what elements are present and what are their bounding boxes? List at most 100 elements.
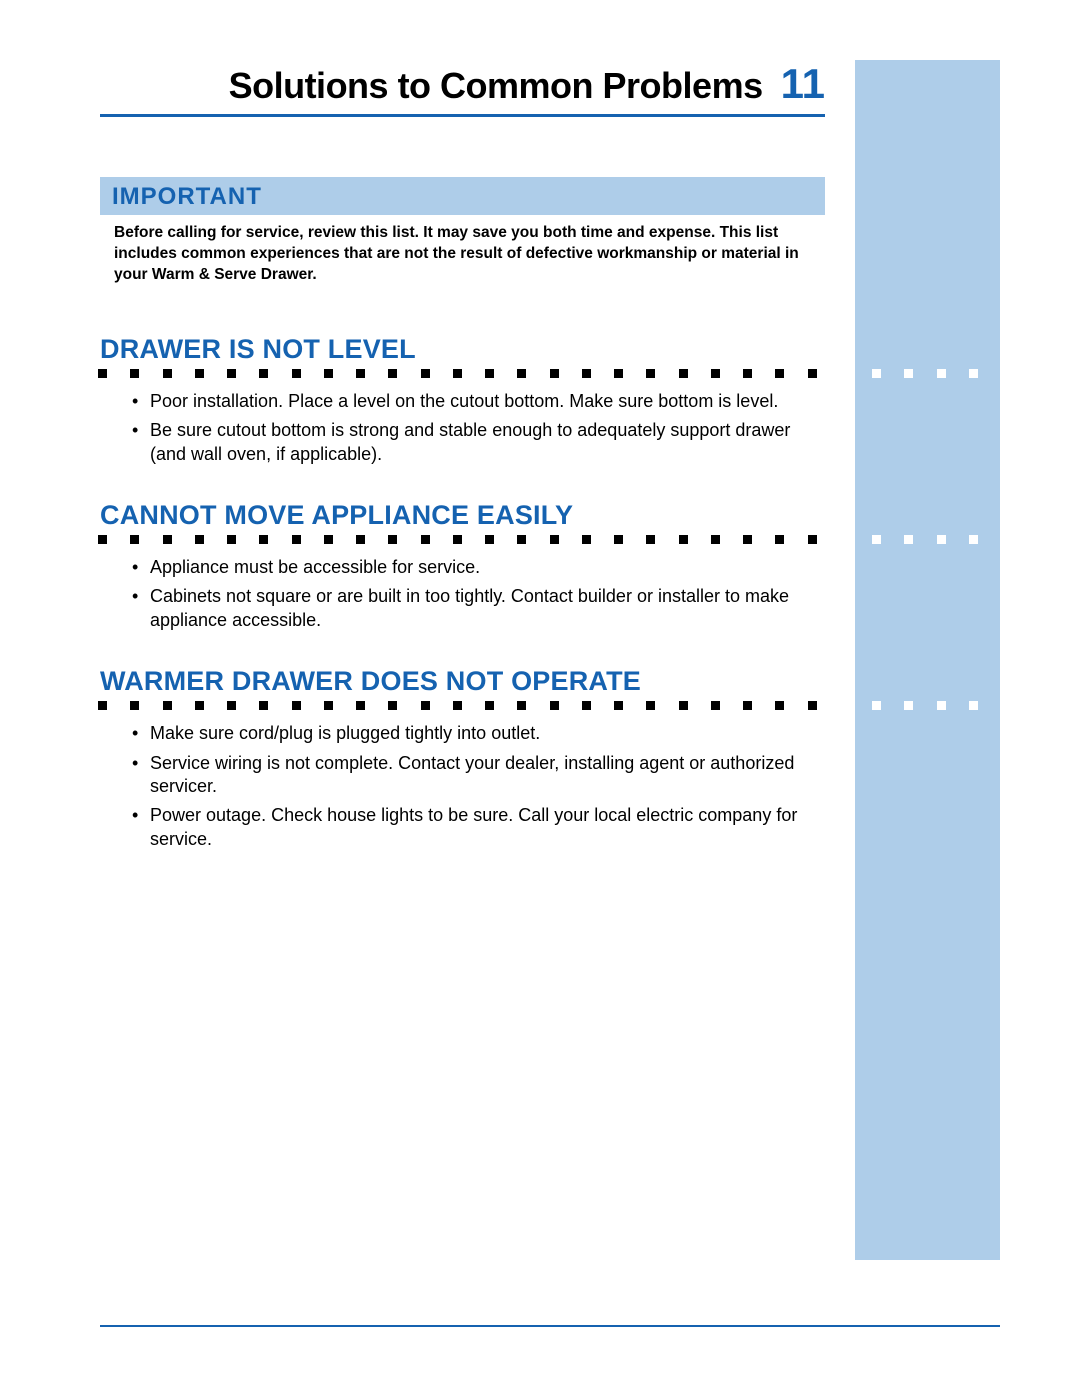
dot-dark bbox=[227, 535, 236, 544]
list-item: Cabinets not square or are built in too … bbox=[150, 585, 815, 632]
dot-dark bbox=[743, 535, 752, 544]
dot-dark bbox=[259, 701, 268, 710]
dot-dark bbox=[130, 701, 139, 710]
dot-dark bbox=[775, 701, 784, 710]
dot-dark bbox=[98, 701, 107, 710]
dot-dark bbox=[163, 369, 172, 378]
dot-dark bbox=[292, 369, 301, 378]
dot-dark bbox=[130, 535, 139, 544]
dot-dark bbox=[356, 701, 365, 710]
section-title: CANNOT MOVE APPLIANCE EASILY bbox=[100, 500, 825, 531]
list-item: Appliance must be accessible for service… bbox=[150, 556, 815, 579]
dot-light bbox=[840, 701, 849, 710]
page-number: 11 bbox=[781, 60, 825, 108]
solution-list: Make sure cord/plug is plugged tightly i… bbox=[100, 722, 825, 851]
dot-dark bbox=[582, 701, 591, 710]
dot-light bbox=[840, 535, 849, 544]
dot-dark bbox=[614, 535, 623, 544]
dot-dark bbox=[453, 701, 462, 710]
dot-dark bbox=[517, 369, 526, 378]
dot-light bbox=[872, 369, 881, 378]
dot-dark bbox=[485, 369, 494, 378]
dot-dark bbox=[388, 369, 397, 378]
list-item: Poor installation. Place a level on the … bbox=[150, 390, 815, 413]
dot-dark bbox=[453, 535, 462, 544]
side-column bbox=[855, 0, 1080, 1397]
dot-dark bbox=[711, 701, 720, 710]
dot-dark bbox=[421, 535, 430, 544]
dot-dark bbox=[517, 701, 526, 710]
dot-dark bbox=[646, 535, 655, 544]
dot-dark bbox=[550, 535, 559, 544]
dot-light bbox=[904, 701, 913, 710]
page: Solutions to Common Problems 11 IMPORTAN… bbox=[0, 0, 1080, 1397]
section-title: WARMER DRAWER DOES NOT OPERATE bbox=[100, 666, 825, 697]
dot-dark bbox=[517, 535, 526, 544]
dot-light bbox=[937, 369, 946, 378]
dot-dark bbox=[711, 369, 720, 378]
page-title: Solutions to Common Problems bbox=[229, 65, 763, 107]
header-row: Solutions to Common Problems 11 bbox=[100, 60, 825, 117]
dot-dark bbox=[485, 535, 494, 544]
list-item: Service wiring is not complete. Contact … bbox=[150, 752, 815, 799]
dot-dark bbox=[98, 535, 107, 544]
dot-light bbox=[969, 535, 978, 544]
dot-dark bbox=[324, 369, 333, 378]
solution-list: Poor installation. Place a level on the … bbox=[100, 390, 825, 466]
dot-dark bbox=[292, 701, 301, 710]
dot-light bbox=[904, 369, 913, 378]
bottom-rule bbox=[100, 1325, 1000, 1327]
dot-light bbox=[937, 535, 946, 544]
dot-light bbox=[872, 535, 881, 544]
important-label: IMPORTANT bbox=[100, 177, 825, 215]
dot-dark bbox=[356, 535, 365, 544]
dot-dark bbox=[582, 369, 591, 378]
main-column: Solutions to Common Problems 11 IMPORTAN… bbox=[0, 0, 855, 1397]
dot-dark bbox=[808, 369, 817, 378]
dot-light bbox=[969, 369, 978, 378]
dot-dark bbox=[808, 535, 817, 544]
dot-dark bbox=[679, 701, 688, 710]
dot-dark bbox=[775, 369, 784, 378]
dot-row bbox=[98, 701, 978, 710]
dot-dark bbox=[421, 369, 430, 378]
dot-dark bbox=[614, 369, 623, 378]
dot-dark bbox=[679, 535, 688, 544]
list-item: Make sure cord/plug is plugged tightly i… bbox=[150, 722, 815, 745]
dot-dark bbox=[679, 369, 688, 378]
dot-dark bbox=[356, 369, 365, 378]
dot-dark bbox=[324, 701, 333, 710]
list-item: Be sure cutout bottom is strong and stab… bbox=[150, 419, 815, 466]
section: WARMER DRAWER DOES NOT OPERATE Make sure … bbox=[100, 666, 825, 851]
section: DRAWER IS NOT LEVEL Poor installation. Pl… bbox=[100, 334, 825, 466]
side-band bbox=[855, 60, 1000, 1260]
dot-dark bbox=[453, 369, 462, 378]
section-title: DRAWER IS NOT LEVEL bbox=[100, 334, 825, 365]
dot-dark bbox=[743, 369, 752, 378]
dot-light bbox=[904, 535, 913, 544]
list-item: Power outage. Check house lights to be s… bbox=[150, 804, 815, 851]
dot-dark bbox=[550, 369, 559, 378]
dot-dark bbox=[163, 535, 172, 544]
dot-dark bbox=[163, 701, 172, 710]
dot-dark bbox=[195, 535, 204, 544]
dot-dark bbox=[227, 369, 236, 378]
sections-container: DRAWER IS NOT LEVEL Poor installation. Pl… bbox=[100, 334, 825, 851]
dot-light bbox=[969, 701, 978, 710]
section: CANNOT MOVE APPLIANCE EASILY Appliance mu… bbox=[100, 500, 825, 632]
dot-dark bbox=[614, 701, 623, 710]
solution-list: Appliance must be accessible for service… bbox=[100, 556, 825, 632]
dot-dark bbox=[259, 369, 268, 378]
dot-dark bbox=[324, 535, 333, 544]
dot-dark bbox=[388, 701, 397, 710]
dot-light bbox=[872, 701, 881, 710]
dot-dark bbox=[775, 535, 784, 544]
dot-dark bbox=[808, 701, 817, 710]
dot-dark bbox=[195, 701, 204, 710]
important-text: Before calling for service, review this … bbox=[100, 215, 825, 294]
dot-dark bbox=[646, 701, 655, 710]
dot-row bbox=[98, 535, 978, 544]
important-box: IMPORTANT Before calling for service, re… bbox=[100, 177, 825, 294]
dot-dark bbox=[582, 535, 591, 544]
dot-dark bbox=[227, 701, 236, 710]
